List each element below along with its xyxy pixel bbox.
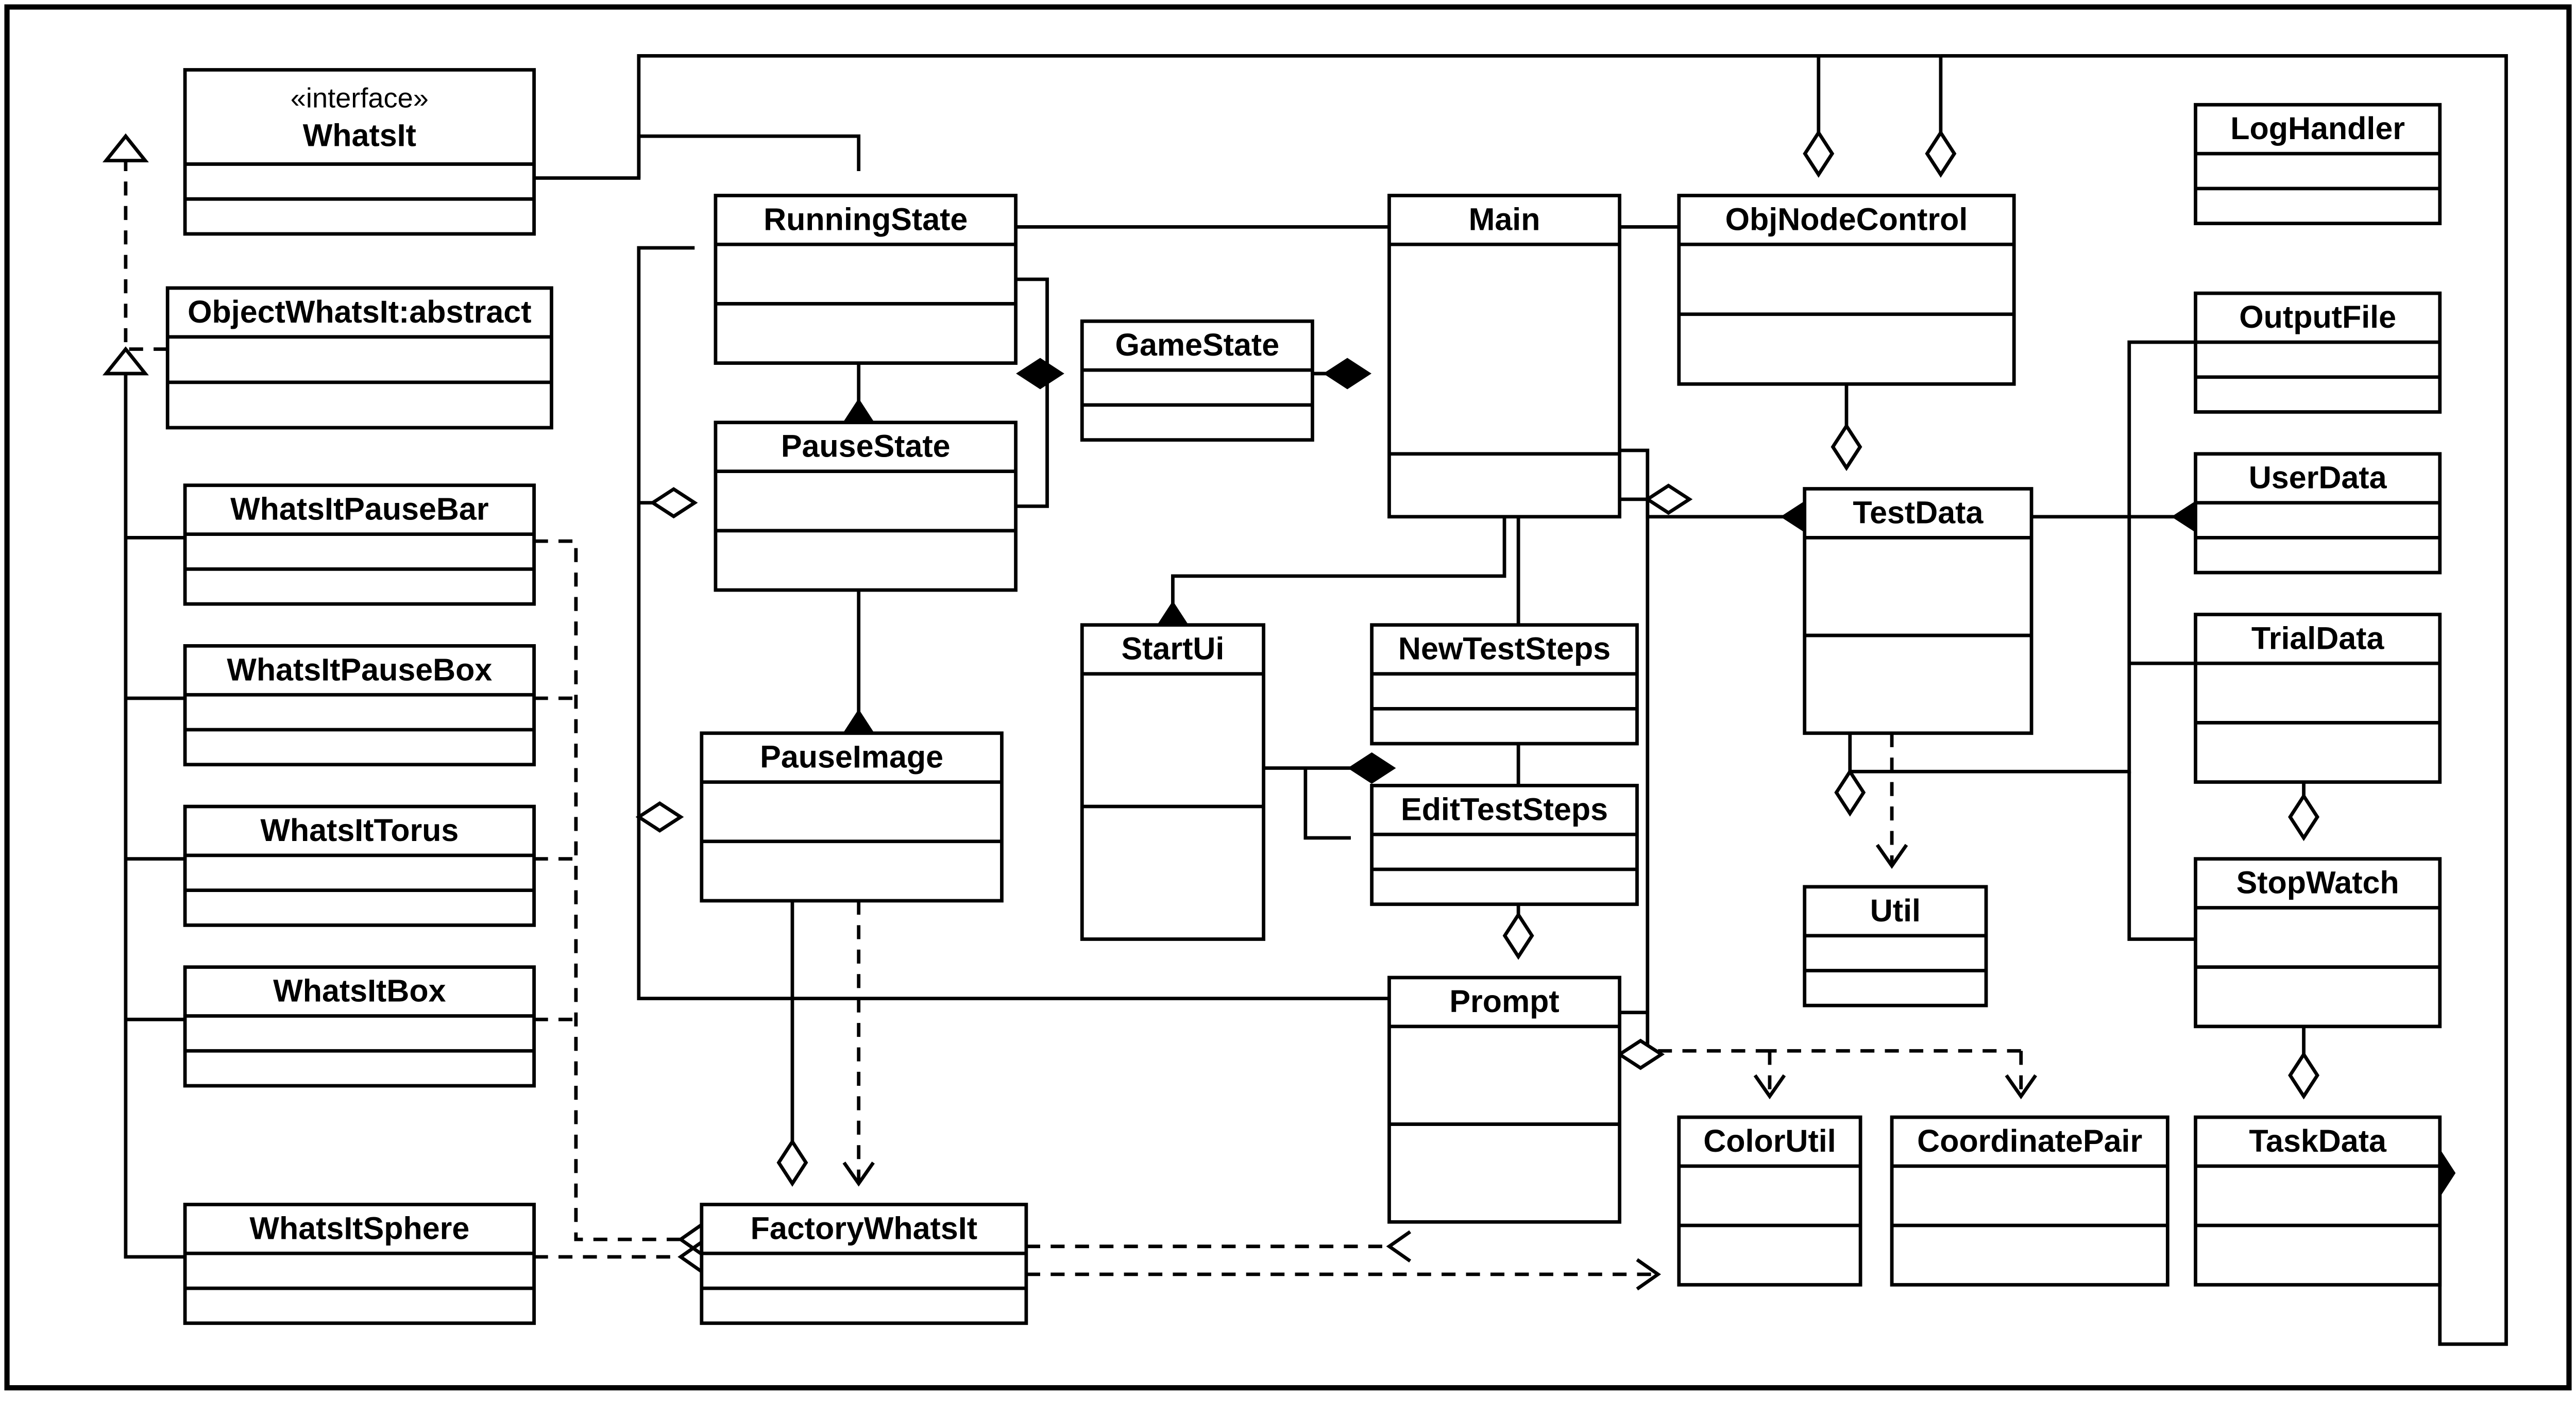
class-title: Util xyxy=(1870,893,1921,928)
class-title: Main xyxy=(1469,201,1540,237)
class-UserData: UserData xyxy=(2196,454,2440,573)
class-title: WhatsItBox xyxy=(273,973,446,1008)
class-title: StartUi xyxy=(1121,631,1224,666)
class-title: TestData xyxy=(1853,495,1984,530)
class-title: Prompt xyxy=(1449,984,1559,1019)
class-ObjNodeControl: ObjNodeControl xyxy=(1679,195,2014,384)
class-StopWatch: StopWatch xyxy=(2196,859,2440,1027)
class-RunningState: RunningState xyxy=(716,195,1016,363)
class-LogHandler: LogHandler xyxy=(2196,105,2440,223)
class-title: PauseImage xyxy=(760,739,943,775)
class-GameState: GameState xyxy=(1082,321,1312,440)
class-Prompt: Prompt xyxy=(1389,978,1619,1222)
class-title: UserData xyxy=(2249,460,2387,495)
class-title: LogHandler xyxy=(2230,111,2405,146)
class-TestData: TestData xyxy=(1805,489,2031,733)
class-title: ObjectWhatsIt:abstract xyxy=(188,294,531,329)
class-title: WhatsItPauseBar xyxy=(230,492,488,527)
class-WhatsItBox: WhatsItBox xyxy=(185,967,534,1086)
class-FactoryWhatsIt: FactoryWhatsIt xyxy=(702,1204,1026,1323)
class-title: WhatsIt xyxy=(303,117,416,153)
class-title: OutputFile xyxy=(2239,299,2396,334)
class-OutputFile: OutputFile xyxy=(2196,293,2440,412)
class-WhatsItSphere: WhatsItSphere xyxy=(185,1204,534,1323)
stereotype: «interface» xyxy=(291,82,429,113)
class-title: WhatsItTorus xyxy=(260,813,459,848)
class-WhatsIt: «interface» WhatsIt xyxy=(185,70,534,234)
class-title: PauseState xyxy=(781,429,951,464)
class-title: FactoryWhatsIt xyxy=(751,1210,977,1246)
class-PauseImage: PauseImage xyxy=(702,733,1002,901)
class-title: CoordinatePair xyxy=(1917,1123,2142,1158)
class-ColorUtil: ColorUtil xyxy=(1679,1117,1860,1285)
class-WhatsItPauseBar: WhatsItPauseBar xyxy=(185,485,534,604)
class-WhatsItPauseBox: WhatsItPauseBox xyxy=(185,646,534,764)
class-TrialData: TrialData xyxy=(2196,614,2440,782)
class-TaskData: TaskData xyxy=(2196,1117,2440,1285)
class-Util: Util xyxy=(1805,887,1986,1005)
class-NewTestSteps: NewTestSteps xyxy=(1372,625,1637,744)
class-title: GameState xyxy=(1115,327,1280,362)
class-title: ObjNodeControl xyxy=(1725,201,1968,237)
class-StartUi: StartUi xyxy=(1082,625,1263,939)
class-title: ColorUtil xyxy=(1703,1123,1836,1158)
class-ObjectWhatsIt: ObjectWhatsIt:abstract xyxy=(167,288,551,428)
class-Main: Main xyxy=(1389,195,1619,516)
class-title: EditTestSteps xyxy=(1401,792,1608,827)
class-WhatsItTorus: WhatsItTorus xyxy=(185,806,534,925)
class-PauseState: PauseState xyxy=(716,423,1016,590)
class-title: WhatsItSphere xyxy=(249,1210,469,1246)
class-title: TaskData xyxy=(2249,1123,2387,1158)
class-title: StopWatch xyxy=(2236,865,2399,900)
class-CoordinatePair: CoordinatePair xyxy=(1892,1117,2167,1285)
class-title: WhatsItPauseBox xyxy=(227,652,492,687)
class-title: RunningState xyxy=(764,201,968,237)
class-EditTestSteps: EditTestSteps xyxy=(1372,785,1637,904)
class-title: TrialData xyxy=(2251,620,2385,655)
class-title: NewTestSteps xyxy=(1398,631,1611,666)
